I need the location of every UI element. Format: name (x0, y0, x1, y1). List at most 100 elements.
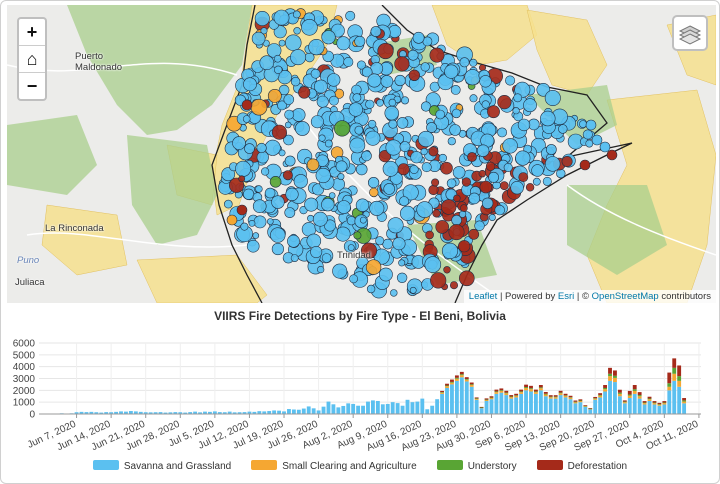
bar-segment (316, 410, 321, 414)
fire-point (488, 214, 496, 222)
bar-segment (677, 365, 682, 377)
fire-point (540, 110, 556, 127)
bar-segment (203, 411, 207, 414)
fire-point (448, 224, 465, 241)
bar-segment (326, 401, 331, 414)
zoom-out-button[interactable]: − (26, 76, 38, 96)
bar-segment (454, 377, 459, 379)
fire-point (431, 178, 440, 187)
fire-point (261, 167, 270, 176)
legend-item[interactable]: Savanna and Grassland (92, 460, 231, 472)
fire-point (284, 109, 295, 120)
legend-swatch (251, 460, 278, 470)
map-attribution: Leaflet | Powered by Esri | © OpenStreet… (463, 290, 716, 303)
bar-segment (519, 393, 524, 414)
fire-point (284, 207, 296, 218)
bar-segment (252, 411, 257, 414)
bar-segment (558, 393, 563, 396)
bar-segment (237, 412, 242, 414)
bar-segment (603, 389, 607, 392)
bar-segment (469, 382, 474, 385)
fire-point (260, 27, 268, 35)
bar-segment (474, 398, 479, 399)
home-button[interactable]: ⌂ (19, 46, 45, 73)
esri-link[interactable]: Esri (557, 291, 575, 302)
bar-segment (617, 396, 622, 414)
place-label: Trinidad (337, 250, 371, 261)
zoom-in-button[interactable]: + (19, 19, 45, 46)
osm-link[interactable]: OpenStreetMap (591, 291, 659, 302)
bar-segment (499, 390, 504, 391)
fire-point (513, 93, 523, 103)
bar-segment (405, 399, 410, 414)
fire-point (293, 174, 308, 189)
fire-point (544, 90, 561, 107)
fire-point (334, 120, 351, 137)
legend-swatch (92, 460, 119, 470)
fire-point (378, 267, 393, 282)
fire-map[interactable]: Puerto Maldonado La Rinconada Puno Juliaca T… (7, 5, 716, 303)
bar-segment (450, 382, 454, 385)
bar-segment (553, 396, 558, 398)
legend-item[interactable]: Small Clearing and Agriculture (251, 460, 417, 472)
fire-point (360, 242, 378, 259)
bar-segment (563, 397, 568, 414)
bar-segment (440, 392, 444, 393)
fire-point (283, 94, 295, 105)
fire-point (349, 137, 366, 154)
bar-segment (563, 393, 568, 396)
leaflet-link[interactable]: Leaflet (468, 291, 498, 302)
bar-segment (578, 400, 583, 402)
bar-segment (647, 398, 652, 400)
bar-segment (672, 380, 677, 414)
fire-point (367, 119, 377, 129)
legend-item[interactable]: Deforestation (536, 460, 627, 472)
bar-segment (593, 399, 598, 414)
bar-segment (627, 395, 632, 399)
bar-segment (593, 398, 598, 400)
bar-segment (371, 400, 375, 414)
bar-segment (583, 405, 588, 406)
bar-segment (440, 393, 444, 414)
bar-segment (479, 406, 484, 408)
bar-segment (494, 391, 499, 393)
bar-segment (188, 412, 193, 414)
fire-point (352, 93, 362, 103)
fire-point (478, 170, 486, 178)
bar-segment (469, 385, 474, 387)
fire-point (502, 138, 518, 154)
place-label: Puerto Maldonado (75, 51, 123, 73)
fire-point (409, 165, 419, 175)
fire-point (292, 10, 301, 19)
fire-point (284, 155, 296, 167)
bar-segment (642, 402, 647, 404)
bar-segment (321, 406, 326, 414)
bar-segment (578, 399, 583, 401)
legend-item[interactable]: Understory (436, 460, 517, 472)
fire-point (250, 98, 268, 116)
fire-point (347, 244, 355, 251)
bar-segment (534, 389, 538, 392)
bar-segment (311, 408, 316, 414)
bar-segment (613, 382, 617, 414)
fire-point (224, 199, 233, 209)
fire-point (426, 122, 437, 133)
bar-segment (657, 405, 662, 414)
layers-button[interactable] (672, 15, 708, 51)
fire-point (221, 167, 236, 182)
bar-segment (583, 406, 588, 414)
fire-point (284, 121, 292, 129)
fire-point (449, 281, 458, 290)
bar-segment (119, 411, 123, 414)
bar-segment (499, 388, 504, 391)
map-canvas[interactable] (7, 5, 716, 303)
bar-segment (627, 398, 632, 414)
fire-point (244, 143, 255, 154)
fire-point (420, 62, 430, 72)
bar-segment (198, 412, 202, 414)
y-tick-label: 4000 (13, 362, 36, 373)
fire-point (556, 168, 566, 179)
fire-point (458, 240, 471, 253)
fire-point (356, 60, 366, 70)
fire-point (277, 100, 287, 111)
